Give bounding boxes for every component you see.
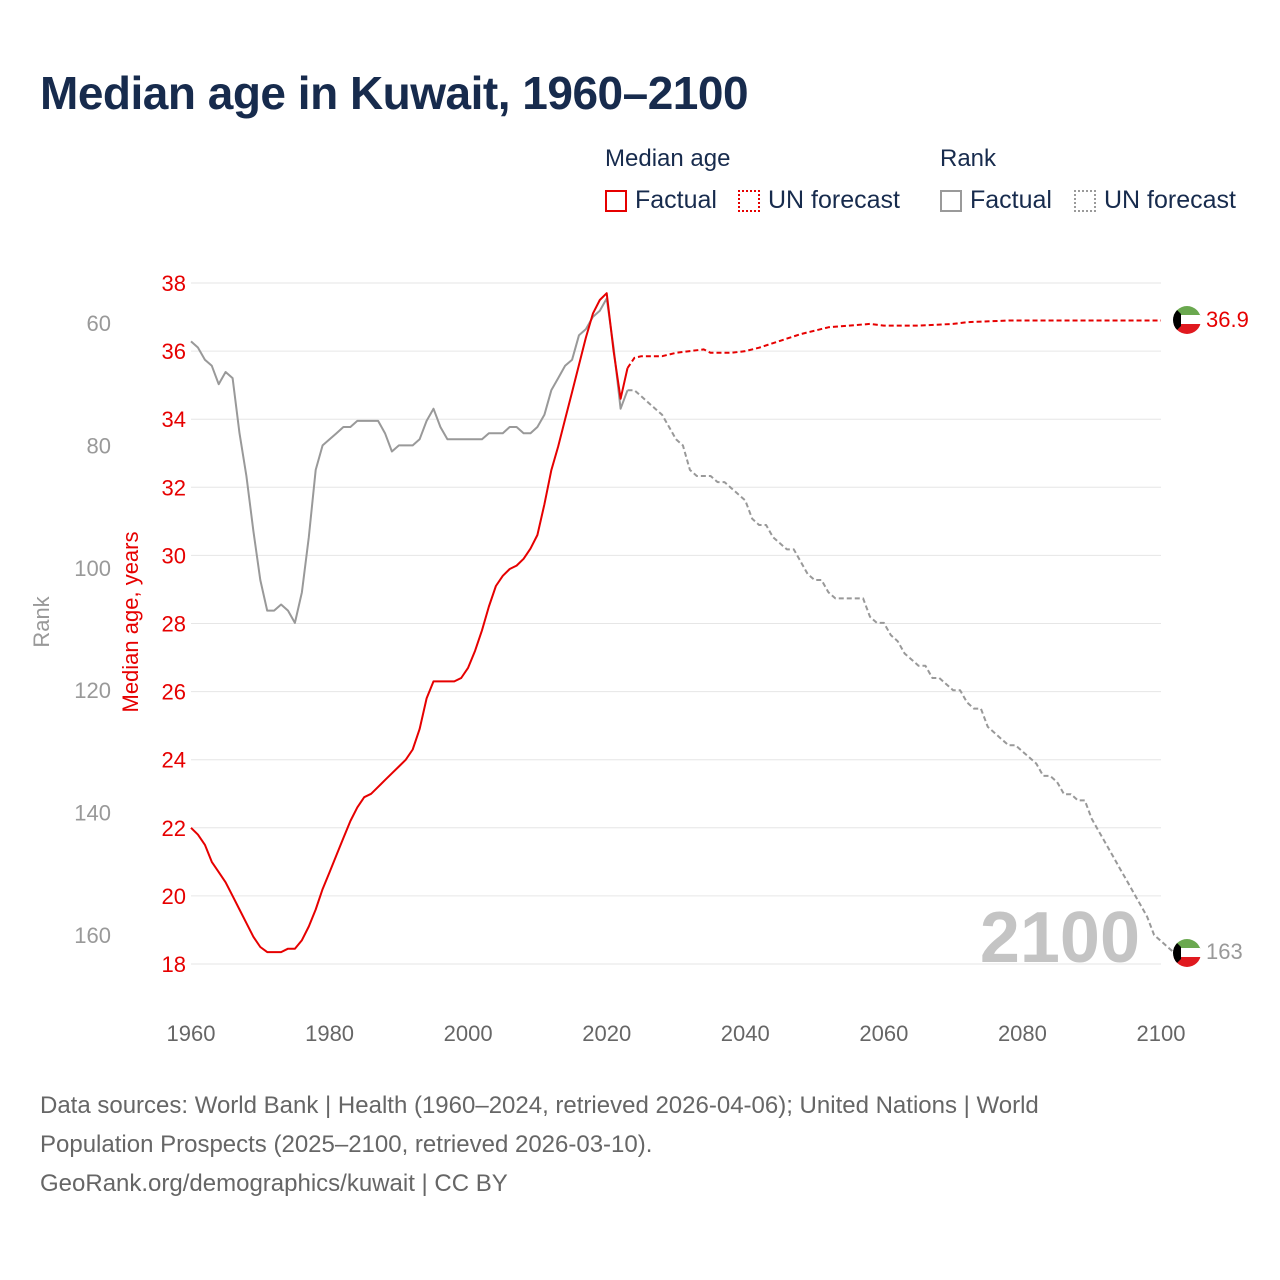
median-age-tick-label: 36 — [162, 339, 186, 364]
rank-forecast-line — [627, 389, 1176, 955]
rank-axis-title: Rank — [29, 595, 54, 647]
median-age-tick-label: 34 — [162, 407, 186, 432]
rank-tick-label: 80 — [87, 433, 111, 458]
median-age-end-label: 36.9 — [1206, 307, 1249, 332]
legend-label: UN forecast — [768, 186, 900, 214]
legend-label: Factual — [635, 186, 717, 214]
x-tick-label: 2020 — [582, 1021, 631, 1046]
flag-icon-rank — [1173, 939, 1201, 967]
median-age-factual-line — [190, 292, 629, 954]
median-age-tick-label: 24 — [162, 748, 186, 773]
rank-tick-label: 60 — [87, 311, 111, 336]
median-age-axis: 18 20 22 24 26 28 30 32 34 36 38 — [162, 271, 186, 977]
footer-credit: GeoRank.org/demographics/kuwait | CC BY — [40, 1170, 508, 1197]
median-age-forecast-line — [626, 319, 1161, 369]
rank-end-label: 163 — [1206, 939, 1243, 964]
flag-icon-median-age — [1173, 306, 1201, 334]
x-tick-label: 2040 — [721, 1021, 770, 1046]
x-tick-label: 2000 — [444, 1021, 493, 1046]
median-age-tick-label: 26 — [162, 680, 186, 705]
rank-axis: 60 80 100 120 140 160 — [74, 311, 111, 948]
median-age-tick-label: 22 — [162, 816, 186, 841]
footer-sources-line1: Data sources: World Bank | Health (1960–… — [40, 1092, 1039, 1119]
chart-title: Median age in Kuwait, 1960–2100 — [40, 67, 749, 119]
footer-sources-line2: Population Prospects (2025–2100, retriev… — [40, 1131, 653, 1158]
legend-label: UN forecast — [1104, 186, 1236, 214]
legend-median-age-title: Median age — [605, 145, 731, 172]
median-age-tick-label: 28 — [162, 612, 186, 637]
legend-median-age-factual[interactable]: Factual — [605, 186, 717, 215]
x-tick-label: 2080 — [998, 1021, 1047, 1046]
rank-factual-line — [190, 297, 629, 624]
rank-tick-label: 160 — [74, 923, 111, 948]
median-age-tick-label: 20 — [162, 884, 186, 909]
footer: Data sources: World Bank | Health (1960–… — [40, 1086, 1220, 1203]
x-tick-label: 2100 — [1137, 1021, 1186, 1046]
legend-median-age-forecast[interactable]: UN forecast — [738, 186, 900, 215]
legend-rank-title: Rank — [940, 145, 997, 172]
rank-tick-label: 100 — [74, 556, 111, 581]
median-age-axis-title: Median age, years — [118, 532, 143, 713]
median-age-tick-label: 30 — [162, 543, 186, 568]
legend-swatch-red-solid — [605, 189, 627, 212]
x-axis: 1960 1980 2000 2020 2040 2060 2080 2100 — [167, 1021, 1186, 1046]
rank-tick-label: 120 — [74, 678, 111, 703]
rank-tick-label: 140 — [74, 801, 111, 826]
median-age-tick-label: 38 — [162, 271, 186, 296]
series-layer — [190, 292, 1176, 955]
median-age-tick-label: 18 — [162, 952, 186, 977]
legend-swatch-grey-solid — [940, 189, 962, 212]
x-tick-label: 1980 — [305, 1021, 354, 1046]
legend-label: Factual — [970, 186, 1052, 214]
year-watermark: 2100 — [980, 898, 1140, 978]
gridlines — [191, 282, 1161, 965]
x-tick-label: 2060 — [859, 1021, 908, 1046]
x-tick-label: 1960 — [167, 1021, 216, 1046]
legend-rank-factual[interactable]: Factual — [940, 186, 1052, 215]
legend-swatch-grey-dotted — [1074, 189, 1096, 212]
median-age-tick-label: 32 — [162, 475, 186, 500]
legend-swatch-red-dotted — [738, 189, 760, 212]
legend-rank-forecast[interactable]: UN forecast — [1074, 186, 1236, 215]
